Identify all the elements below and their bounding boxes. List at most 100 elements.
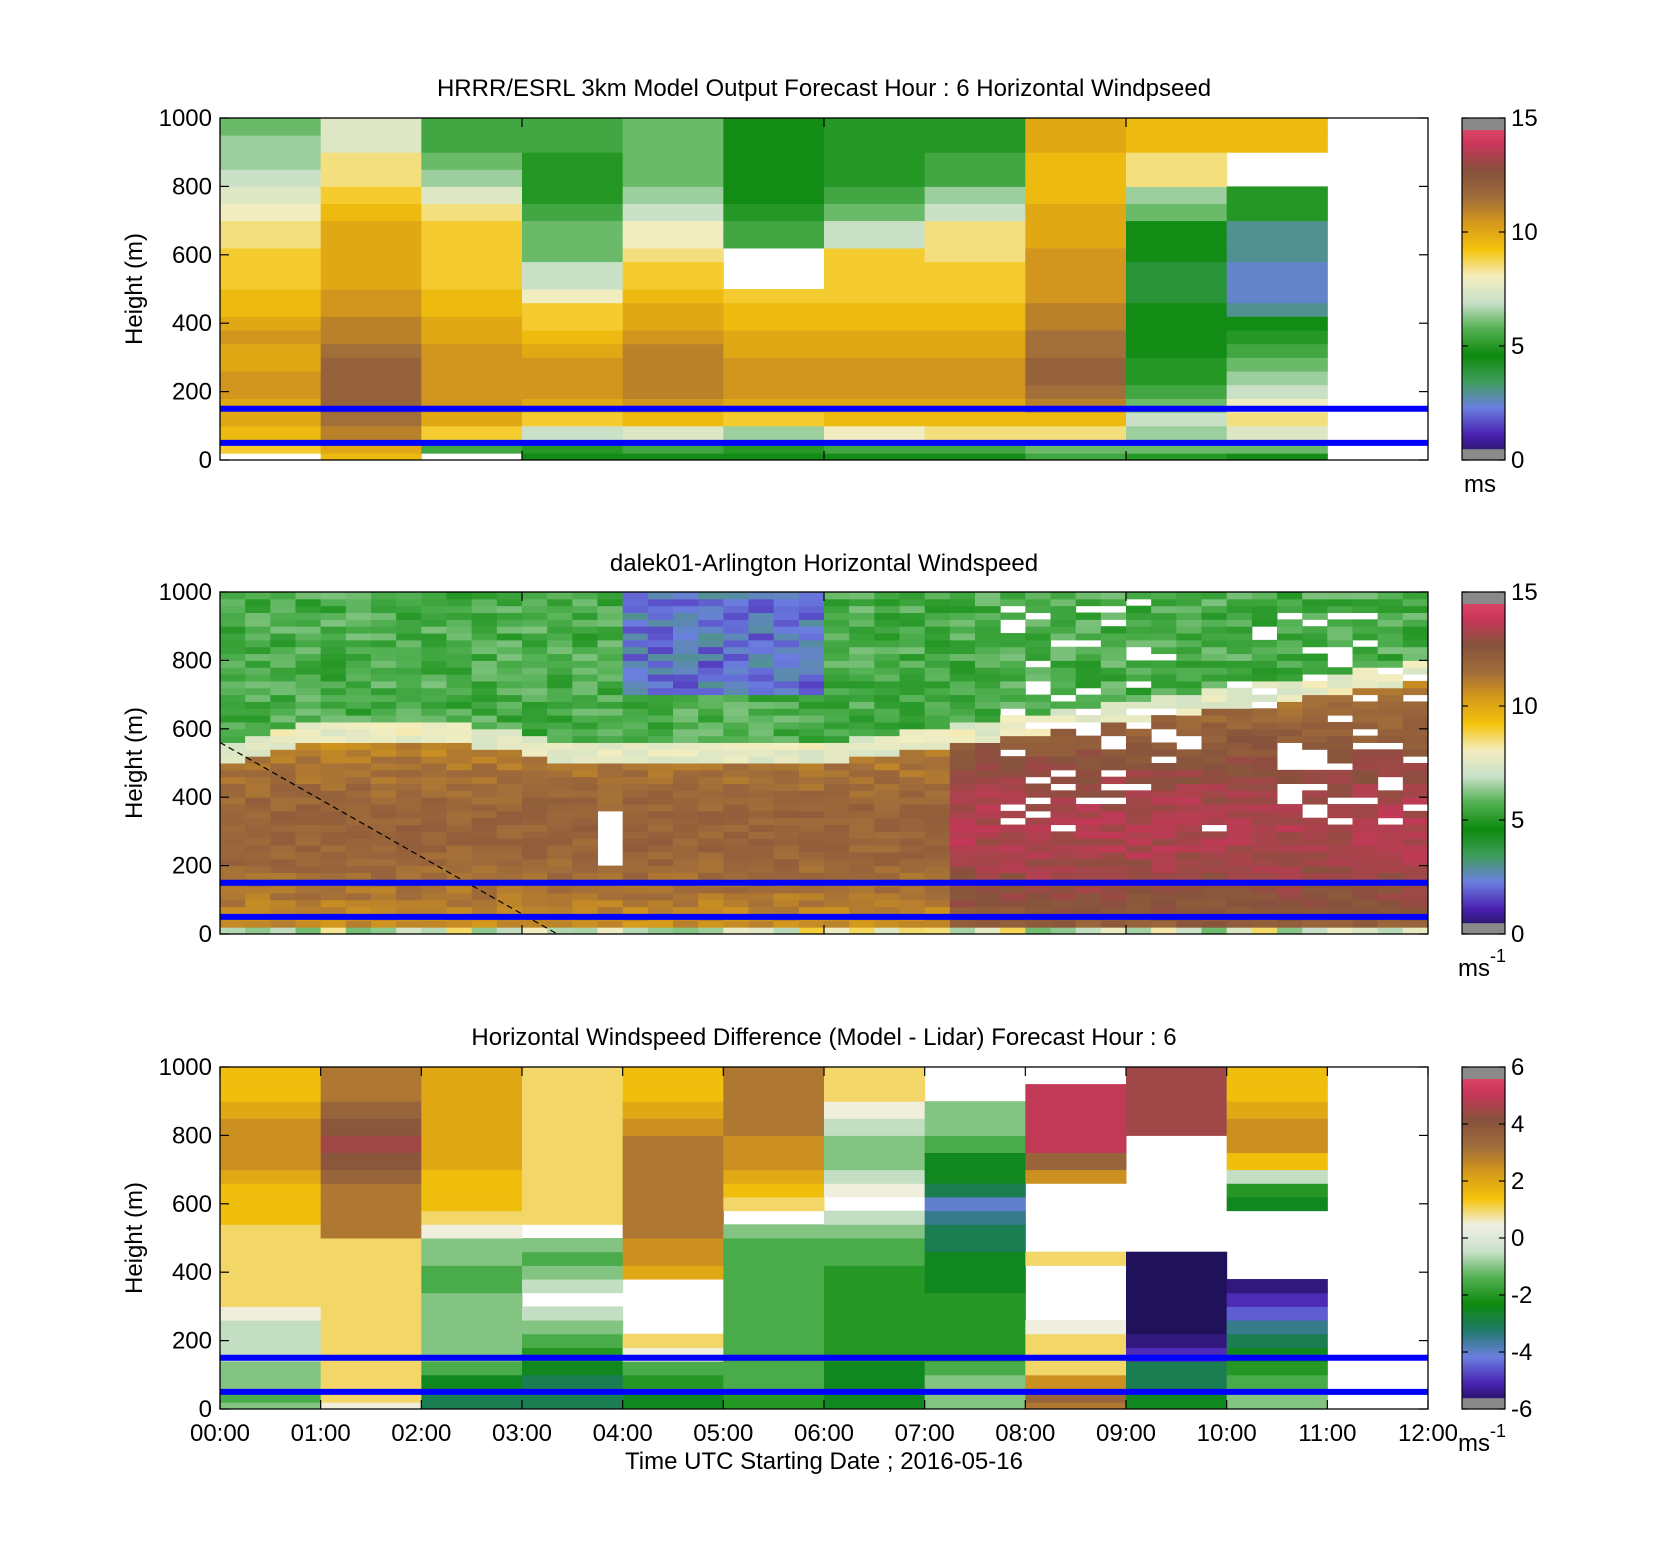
heatmap-cell (547, 598, 573, 607)
heatmap-cell (924, 653, 951, 661)
heatmap-cell (371, 756, 397, 764)
heatmap-cell (220, 203, 322, 222)
heatmap-cell (1151, 633, 1177, 641)
heatmap-cell (1402, 633, 1428, 641)
heatmap-cell (522, 892, 548, 901)
heatmap-cell (975, 592, 1001, 600)
heatmap-cell (773, 920, 800, 928)
heatmap-cell (1352, 790, 1379, 798)
colorbar-segment (1462, 922, 1505, 926)
heatmap-cell (1075, 920, 1102, 928)
heatmap-cell (1100, 906, 1127, 914)
heatmap-cell (849, 749, 875, 757)
heatmap-cell (1075, 831, 1102, 839)
heatmap-cell (270, 756, 296, 764)
heatmap-cell (849, 715, 875, 723)
heatmap-cell (824, 152, 926, 170)
heatmap-cell (1352, 892, 1379, 901)
heatmap-cell (1352, 886, 1379, 894)
heatmap-cell (748, 735, 775, 743)
heatmap-cell (547, 667, 573, 675)
heatmap-cell (824, 865, 850, 873)
heatmap-cell (220, 701, 246, 709)
heatmap-cell (345, 886, 372, 894)
heatmap-cell (698, 769, 724, 778)
heatmap-cell (1302, 592, 1328, 600)
heatmap-cell (622, 1067, 724, 1085)
colorbar-segment (1462, 1158, 1505, 1162)
heatmap-cell (345, 872, 372, 880)
heatmap-cell (1251, 927, 1278, 934)
heatmap-cell (320, 831, 347, 839)
heatmap-cell (1000, 845, 1026, 853)
heatmap-cell (421, 247, 523, 263)
heatmap-cell (975, 735, 1001, 743)
heatmap-cell (647, 824, 674, 832)
heatmap-cell (824, 234, 926, 249)
heatmap-cell (1402, 899, 1428, 908)
heatmap-cell (597, 783, 624, 791)
heatmap-cell (1000, 735, 1026, 743)
heatmap-cell (899, 633, 926, 641)
heatmap-cell (824, 1374, 926, 1389)
heatmap-cell (1251, 892, 1278, 901)
heatmap-cell (1277, 728, 1303, 737)
heatmap-cell (295, 728, 322, 737)
heatmap-cell (622, 316, 724, 331)
colorbar-segment (1462, 1329, 1505, 1333)
heatmap-cell (320, 742, 347, 750)
heatmap-cell (1025, 1169, 1127, 1184)
heatmap-cell (1050, 674, 1077, 682)
heatmap-cell (220, 810, 246, 819)
heatmap-cell (446, 715, 473, 723)
colorbar-segment (1462, 1110, 1505, 1114)
heatmap-cell (371, 680, 397, 689)
colorbar-segment (1462, 170, 1505, 174)
heatmap-cell (345, 892, 372, 901)
heatmap-cell (1050, 790, 1077, 798)
heatmap-cell (1025, 203, 1127, 222)
colorbar-segment (1462, 817, 1505, 821)
heatmap-cell (798, 838, 825, 846)
colorbar-segment (1462, 680, 1505, 684)
heatmap-cell (270, 763, 296, 771)
colorbar-segment (1462, 1244, 1505, 1248)
heatmap-cell (1251, 612, 1278, 620)
heatmap-cell (1176, 763, 1202, 771)
heatmap-cell (622, 906, 649, 914)
heatmap-cell (1201, 646, 1228, 655)
heatmap-cell (220, 118, 322, 136)
heatmap-cell (1352, 783, 1379, 791)
heatmap-cell (874, 858, 900, 867)
heatmap-cell (723, 899, 749, 908)
heatmap-cell (1302, 790, 1328, 798)
heatmap-cell (1126, 1118, 1228, 1136)
heatmap-cell (899, 735, 926, 743)
heatmap-cell (924, 851, 951, 860)
heatmap-cell (1075, 872, 1102, 880)
heatmap-cell (220, 824, 246, 832)
colorbar-segment (1462, 1263, 1505, 1266)
annotation-line (219, 741, 558, 935)
colorbar-segment (1462, 304, 1505, 308)
heatmap-cell (1302, 687, 1328, 696)
heatmap-cell (824, 708, 850, 716)
heatmap-cell (320, 1251, 422, 1266)
heatmap-cell (220, 1101, 322, 1119)
heatmap-cell (421, 756, 447, 764)
heatmap-cell (723, 1084, 825, 1102)
heatmap-cell (698, 646, 724, 655)
x-axis-ticks (521, 592, 1127, 934)
heatmap-cell (396, 612, 422, 620)
heatmap-cell (320, 152, 422, 170)
heatmap-cell (1327, 619, 1353, 627)
heatmap-cell (622, 1333, 724, 1348)
colorbar-segment (1462, 341, 1505, 345)
heatmap-cell (345, 831, 372, 839)
heatmap-cell (1201, 660, 1228, 668)
heatmap-cell (1025, 234, 1127, 249)
colorbar-segment (1462, 432, 1505, 436)
heatmap-cell (849, 687, 875, 696)
heatmap-cell (220, 653, 246, 661)
heatmap-cell (748, 892, 775, 901)
